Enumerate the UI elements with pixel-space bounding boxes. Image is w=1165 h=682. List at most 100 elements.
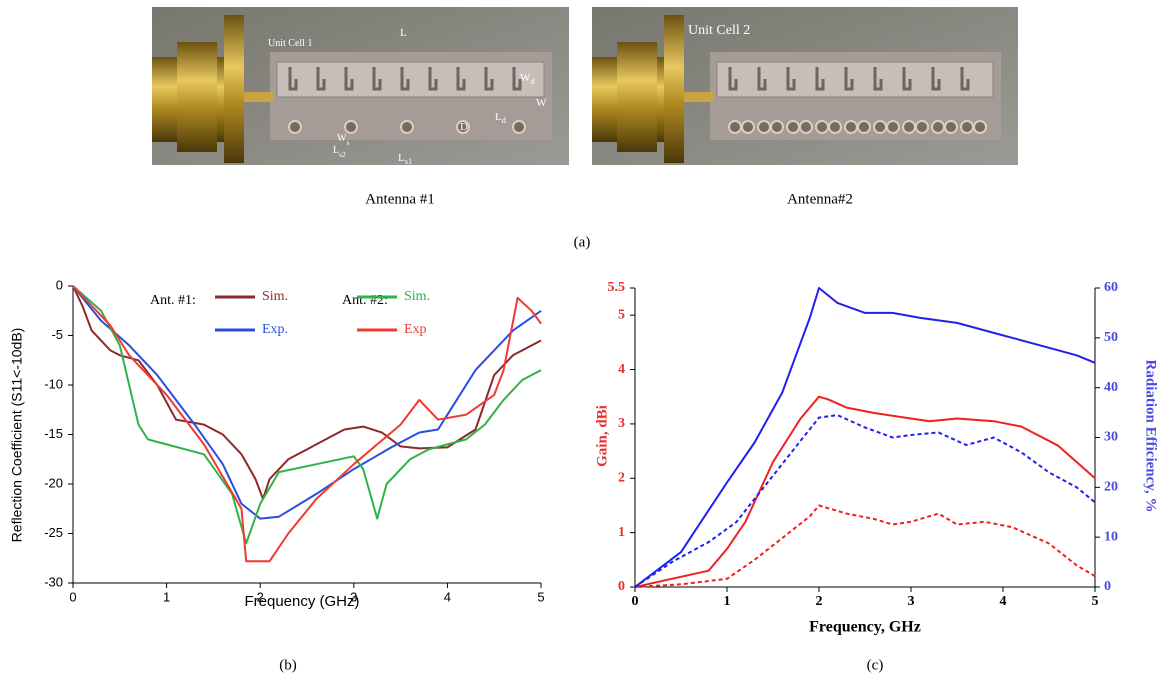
- photo-caption: Antenna#2: [787, 191, 853, 207]
- via: [828, 120, 842, 134]
- legend-label: Exp: [404, 322, 427, 337]
- series-line: [634, 395, 1096, 588]
- x-axis-label: Frequency, GHz: [809, 619, 921, 636]
- photo-label-text: Unit Cell 2: [688, 23, 750, 38]
- x-tick-label: 3: [908, 594, 915, 609]
- slot: [316, 67, 326, 91]
- photo-label: Ws: [337, 133, 349, 146]
- x-tick-label: 1: [163, 589, 170, 604]
- y2-tick-label: 10: [1104, 529, 1118, 544]
- slot: [960, 67, 970, 91]
- slot: [344, 67, 354, 91]
- photo-label: Ld: [495, 111, 507, 125]
- via: [915, 120, 929, 134]
- series-line: [72, 285, 542, 545]
- x-tick-label: 1: [724, 594, 731, 609]
- antenna-photo: [152, 7, 569, 165]
- feed-strip: [244, 92, 274, 102]
- photo-label: Ls2: [333, 145, 346, 158]
- y2-tick-label: 60: [1104, 280, 1118, 295]
- panel-label: (b): [279, 657, 297, 673]
- via: [857, 120, 871, 134]
- via: [512, 120, 526, 134]
- via: [770, 120, 784, 134]
- y2-tick-label: 0: [1104, 579, 1111, 594]
- slot: [815, 67, 825, 91]
- photo-label-text: L: [495, 111, 502, 123]
- y-axis-label: Gain, dBi: [594, 405, 610, 467]
- via: [728, 120, 742, 134]
- slot: [400, 67, 410, 91]
- photo-label-text: W: [536, 97, 547, 109]
- via: [344, 120, 358, 134]
- photo-label: Ls1: [398, 152, 412, 166]
- photo-label-text: Unit Cell 1: [268, 38, 312, 49]
- connector-flange: [664, 15, 684, 163]
- via: [931, 120, 945, 134]
- slot: [456, 67, 466, 91]
- y-tick-label: -10: [44, 376, 63, 391]
- photo-label: W: [536, 97, 547, 109]
- y-tick-label: -20: [44, 475, 63, 490]
- photo-label-sub: s: [346, 138, 349, 147]
- radiator: [276, 61, 545, 98]
- via: [844, 120, 858, 134]
- series-line: [634, 504, 1096, 588]
- via: [288, 120, 302, 134]
- legend-group-label: Ant. #1:: [150, 293, 196, 308]
- photo-label-text: W: [520, 72, 531, 84]
- series-line: [72, 285, 542, 520]
- slot: [484, 67, 494, 91]
- photo-label: D: [460, 121, 468, 133]
- x-tick-label: 4: [1000, 594, 1007, 609]
- photo-label-text: L: [398, 152, 405, 164]
- y-tick-label: 5: [618, 307, 625, 322]
- photo-label-text: D: [460, 121, 468, 133]
- connector-nut: [617, 42, 657, 152]
- via: [757, 120, 771, 134]
- y2-axis-label: Radiation Efficiency, %: [1143, 360, 1159, 513]
- x-tick-label: 5: [1092, 594, 1099, 609]
- radiator: [716, 61, 994, 98]
- panel-label: (a): [574, 234, 591, 250]
- slot: [786, 67, 796, 91]
- y-tick-label: -15: [44, 426, 63, 441]
- slot: [844, 67, 854, 91]
- x-tick-label: 0: [632, 594, 639, 609]
- y-tick-label: 1: [618, 525, 625, 540]
- y-tick-label: -5: [51, 327, 63, 342]
- via: [786, 120, 800, 134]
- y-tick-label: 0: [56, 277, 63, 292]
- photo-label-text: L: [333, 145, 339, 156]
- y-tick-label: -25: [44, 525, 63, 540]
- slot: [288, 67, 298, 91]
- photo-label-sub: s1: [405, 157, 412, 166]
- slot: [428, 67, 438, 91]
- series-line: [634, 414, 1096, 588]
- slot: [512, 67, 522, 91]
- via: [456, 120, 470, 134]
- connector-nut: [177, 42, 217, 152]
- photo-label-sub: d: [530, 77, 535, 86]
- antenna-photo: [592, 7, 1018, 165]
- via: [799, 120, 813, 134]
- slot: [902, 67, 912, 91]
- series-line: [634, 287, 1096, 588]
- photo-label: Unit Cell 1: [268, 38, 312, 49]
- via: [886, 120, 900, 134]
- via: [902, 120, 916, 134]
- slot: [931, 67, 941, 91]
- slot: [728, 67, 738, 91]
- via: [400, 120, 414, 134]
- y-tick-label: 5.5: [608, 280, 626, 295]
- photo-label-sub: s2: [339, 150, 346, 159]
- y2-tick-label: 50: [1104, 330, 1118, 345]
- slot: [372, 67, 382, 91]
- via: [973, 120, 987, 134]
- photo-label-sub: d: [502, 116, 507, 125]
- legend-group-label: Ant. #2:: [342, 293, 388, 308]
- y-tick-label: 2: [618, 470, 625, 485]
- legend-label: Exp.: [262, 322, 288, 337]
- feed-strip: [684, 92, 714, 102]
- x-tick-label: 3: [350, 589, 357, 604]
